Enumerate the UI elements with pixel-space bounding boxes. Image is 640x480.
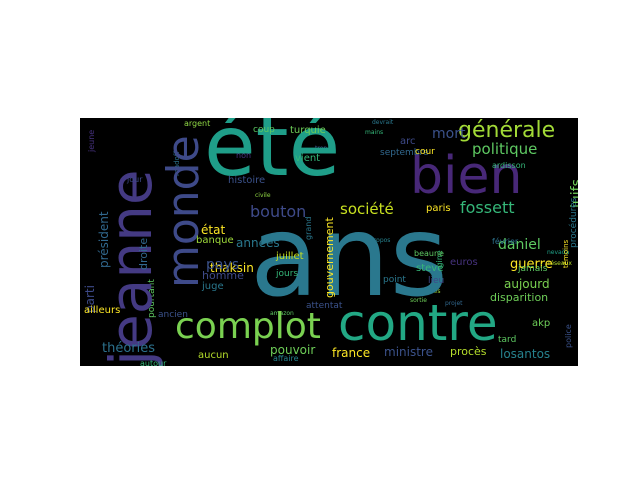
word: amazon: [270, 310, 294, 317]
word: heures: [420, 288, 441, 295]
word: mains: [365, 129, 384, 136]
word: non: [236, 151, 252, 160]
word: ministre: [384, 345, 433, 359]
word: homme: [202, 269, 244, 282]
word: losantos: [500, 347, 551, 361]
word: théories: [102, 341, 156, 356]
word: générale: [458, 118, 556, 143]
word: pays: [206, 257, 240, 273]
word: septembre: [380, 148, 429, 158]
word: propos: [370, 237, 391, 244]
word: jeune: [87, 129, 96, 152]
word: février: [492, 237, 519, 246]
word: vient: [295, 153, 321, 164]
word: lieu: [428, 276, 445, 286]
word: procédures: [569, 197, 578, 248]
word: société: [340, 200, 394, 218]
word: argent: [184, 119, 211, 128]
word: police: [564, 324, 573, 348]
word: attentat: [306, 301, 343, 311]
word: droite: [137, 237, 150, 270]
word: années: [236, 236, 280, 250]
word: ailleurs: [84, 305, 121, 316]
word: mort: [432, 126, 466, 142]
word: guerre: [510, 257, 553, 272]
word: procès: [450, 345, 487, 358]
word: histoire: [228, 175, 266, 186]
word: gouvernement: [323, 217, 336, 298]
word: réseaux: [548, 260, 572, 267]
word: monde: [158, 135, 209, 288]
word: aucun: [198, 350, 229, 361]
word: point: [383, 275, 406, 285]
word: affaire: [273, 354, 299, 363]
word: bien: [410, 146, 523, 206]
word-cloud: argent devrait mains trop civile amazon …: [80, 118, 578, 366]
word: turquie: [290, 125, 326, 136]
word: juillet: [276, 251, 304, 262]
word: aujourd: [504, 277, 550, 291]
word: france: [332, 346, 371, 360]
word: été: [204, 118, 341, 195]
word: pouvoir: [270, 343, 316, 357]
word: beaune: [414, 249, 444, 258]
word: état: [201, 223, 226, 237]
word: cour: [415, 147, 435, 157]
word: complot: [175, 306, 321, 347]
word: politique: [472, 140, 538, 158]
word: ans: [250, 192, 448, 322]
word: jamais: [518, 264, 548, 274]
word: steve: [416, 263, 444, 274]
word: civile: [255, 192, 271, 199]
word: jour: [127, 175, 143, 184]
word: arc: [400, 136, 416, 147]
word: disparition: [490, 291, 549, 304]
word: président: [97, 211, 111, 268]
word: euros: [450, 257, 478, 268]
word: ancien: [158, 310, 188, 320]
word: nevada: [547, 249, 570, 256]
word: tard: [498, 335, 517, 345]
word: ardisson: [492, 161, 526, 170]
word: sortie: [410, 297, 427, 304]
word: jours: [276, 269, 299, 279]
word: projet: [445, 300, 463, 307]
word: akp: [532, 318, 551, 329]
word: thaksin: [210, 261, 254, 275]
word: fossett: [460, 198, 515, 217]
word: paris: [426, 203, 451, 214]
word: coup: [253, 125, 275, 135]
word: contre: [338, 294, 498, 352]
word: banque: [196, 235, 234, 246]
word: autour: [140, 359, 167, 367]
word: trop: [315, 145, 328, 152]
word: bouton: [250, 202, 307, 221]
word: juge: [202, 281, 224, 292]
word: devrait: [372, 119, 394, 126]
word: daniel: [498, 237, 541, 253]
